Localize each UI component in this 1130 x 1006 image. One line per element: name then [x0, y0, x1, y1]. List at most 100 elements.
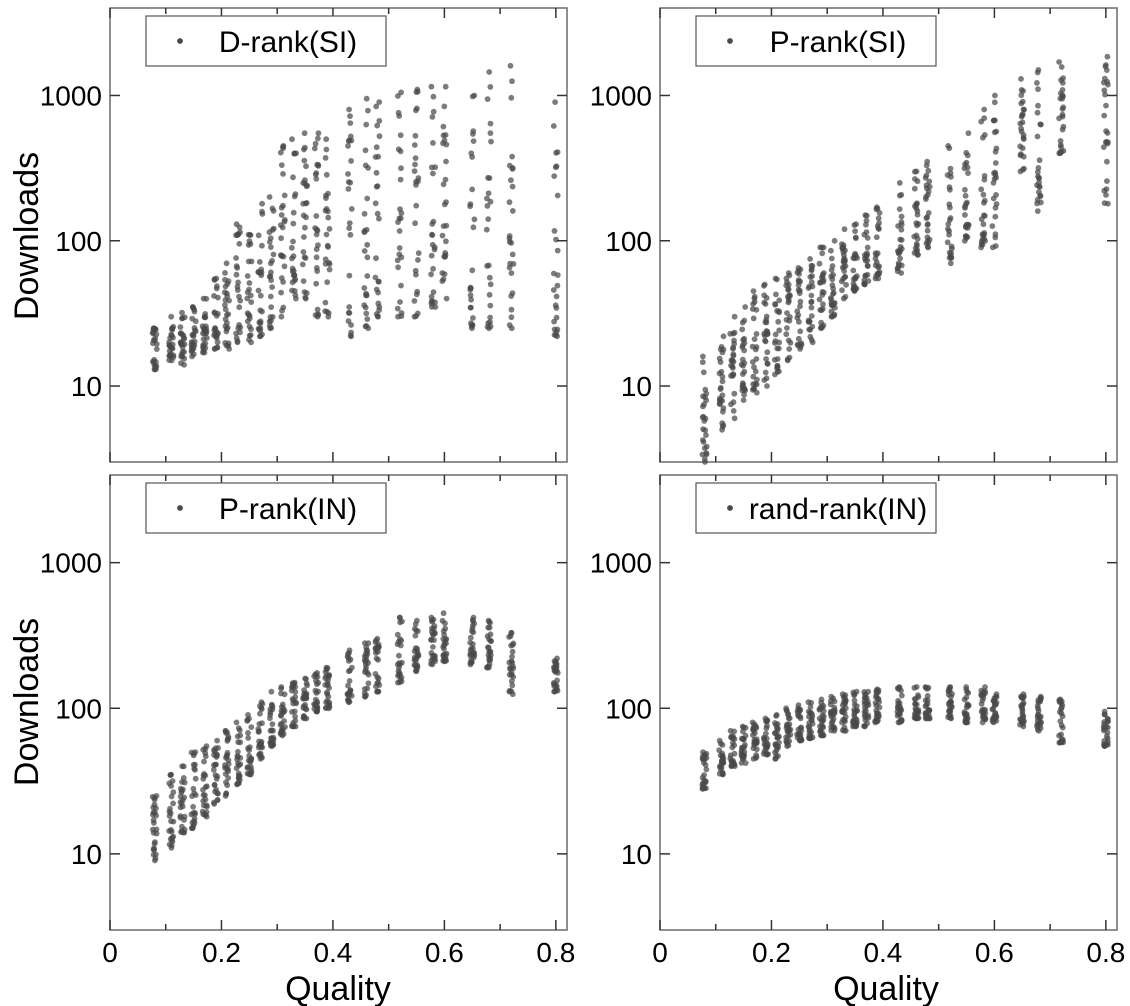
- data-point: [313, 170, 320, 176]
- data-point: [413, 627, 420, 634]
- data-point: [468, 296, 474, 303]
- data-point: [753, 725, 760, 731]
- data-point: [246, 286, 253, 293]
- data-point: [313, 677, 319, 684]
- data-point: [440, 123, 447, 130]
- legend: D-rank(SI): [145, 15, 387, 67]
- data-point: [992, 213, 999, 220]
- data-point: [485, 216, 492, 223]
- data-point: [267, 715, 273, 722]
- data-point: [702, 427, 709, 434]
- data-point: [468, 323, 475, 330]
- x-axis-label-left: Quality: [285, 970, 391, 1006]
- data-point: [373, 169, 380, 176]
- data-point: [211, 782, 218, 788]
- data-point: [440, 276, 447, 283]
- data-point: [551, 326, 558, 333]
- data-point: [554, 247, 561, 254]
- data-point: [862, 717, 869, 723]
- data-point: [364, 195, 371, 202]
- data-point: [191, 818, 197, 824]
- data-point: [913, 714, 920, 721]
- data-point: [730, 344, 737, 351]
- data-point: [430, 140, 436, 146]
- data-point: [1056, 732, 1062, 739]
- data-point: [177, 799, 184, 805]
- data-point: [912, 176, 918, 182]
- data-point: [372, 671, 379, 677]
- data-point: [267, 314, 274, 320]
- data-point: [414, 310, 421, 317]
- data-point: [236, 727, 243, 734]
- data-point: [248, 769, 254, 776]
- data-point: [442, 83, 449, 90]
- data-point: [234, 733, 241, 740]
- data-point: [719, 392, 726, 399]
- data-point: [289, 723, 296, 729]
- data-point: [487, 657, 494, 663]
- data-point: [428, 657, 435, 664]
- data-point: [797, 298, 804, 305]
- data-point: [749, 719, 756, 726]
- data-point: [397, 671, 403, 677]
- data-point: [323, 664, 330, 671]
- data-point: [361, 229, 368, 236]
- data-point: [362, 640, 368, 647]
- data-point: [302, 294, 309, 301]
- data-point: [468, 150, 475, 157]
- data-point: [776, 327, 783, 334]
- data-point: [440, 132, 447, 139]
- data-point: [742, 304, 749, 310]
- data-point: [471, 216, 478, 223]
- data-point: [374, 688, 381, 695]
- y-tick-label: 1000: [40, 548, 102, 579]
- data-point: [963, 684, 970, 690]
- data-point: [440, 140, 446, 147]
- data-point: [179, 763, 186, 770]
- data-point: [375, 278, 382, 285]
- data-point: [439, 617, 446, 624]
- data-point: [214, 331, 221, 338]
- data-point: [829, 263, 836, 269]
- data-point: [1103, 62, 1109, 68]
- data-point: [151, 845, 157, 852]
- data-point: [326, 226, 333, 232]
- data-point: [259, 242, 265, 249]
- y-tick-label: 10: [71, 371, 102, 402]
- data-point: [773, 753, 780, 759]
- data-point: [203, 809, 210, 815]
- data-point: [873, 234, 880, 241]
- data-point: [428, 271, 434, 278]
- data-point: [763, 375, 770, 382]
- data-point: [347, 656, 354, 663]
- data-point: [374, 183, 381, 190]
- data-point: [322, 155, 329, 161]
- data-point: [729, 363, 736, 370]
- data-point: [716, 763, 723, 770]
- data-point: [375, 656, 381, 663]
- data-point: [323, 136, 330, 143]
- x-axis-label-right: Quality: [833, 970, 939, 1006]
- data-point: [311, 145, 318, 152]
- data-point: [485, 617, 492, 624]
- data-point: [832, 304, 838, 311]
- data-point: [442, 176, 449, 183]
- data-point: [471, 92, 478, 99]
- data-point: [699, 359, 706, 366]
- data-point: [412, 155, 419, 162]
- data-point: [313, 280, 320, 287]
- legend-marker: [727, 38, 733, 44]
- panel-4: 10 100 1000 0 0.2 0.4 0.6 0.8 rand-rank(IN): [590, 474, 1125, 968]
- data-point: [820, 301, 826, 308]
- data-point: [300, 693, 307, 700]
- data-point: [1103, 128, 1109, 135]
- data-point: [365, 660, 371, 666]
- data-point: [761, 281, 768, 288]
- data-point: [831, 311, 838, 318]
- data-point: [992, 243, 999, 249]
- data-point: [980, 694, 987, 701]
- data-point: [278, 684, 285, 690]
- data-point: [739, 723, 746, 730]
- data-point: [761, 735, 768, 742]
- data-point: [962, 233, 969, 240]
